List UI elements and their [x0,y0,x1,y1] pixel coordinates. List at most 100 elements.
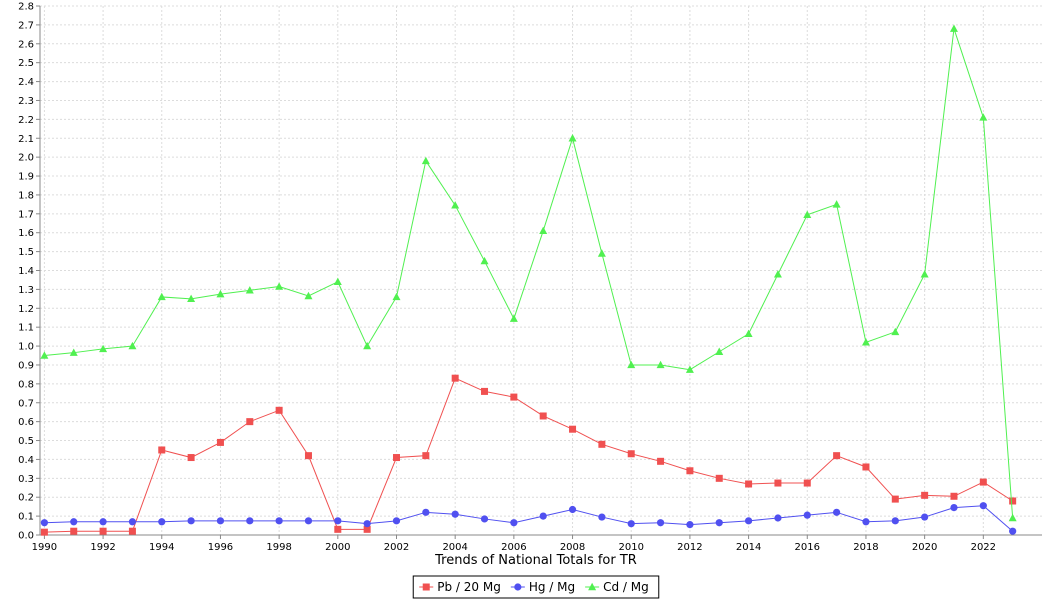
x-tick-label: 2006 [501,542,526,553]
data-point-hg-mg [627,520,635,528]
y-tick-label: 1.2 [18,304,34,315]
data-point-pb-20-mg [422,452,430,460]
data-point-cd-mg [744,329,753,337]
x-tick-label: 2014 [736,542,761,553]
legend-items: Pb / 20 Mg Hg / Mg Cd / Mg [419,580,649,594]
data-point-hg-mg [568,505,577,514]
y-tick-label: 0.4 [18,455,34,466]
data-point-hg-mg [422,508,430,516]
data-point-hg-mg [1009,527,1017,535]
data-point-cd-mg [392,292,401,301]
data-point-cd-mg [509,314,518,322]
data-point-hg-mg [833,508,841,516]
data-point-pb-20-mg [128,527,136,535]
data-point-cd-mg [803,210,812,218]
series-cd-mg [40,24,1017,522]
data-point-hg-mg [70,518,78,526]
y-tick-label: 1.8 [18,190,34,201]
x-tick-label: 1996 [208,542,233,553]
data-point-pb-20-mg [598,440,606,448]
legend-item-pb-20-mg: Pb / 20 Mg [419,580,501,594]
data-point-pb-20-mg [363,525,371,533]
x-tick-label: 1992 [90,542,115,553]
data-point-hg-mg [158,518,166,526]
data-point-cd-mg [421,156,430,165]
y-tick-label: 1.0 [18,342,34,353]
y-tick-label: 0.2 [18,493,34,504]
y-tick-label: 2.1 [18,134,34,145]
data-point-pb-20-mg [187,454,195,462]
x-tick-label: 2004 [442,542,467,553]
y-tick-label: 2.0 [18,153,34,164]
y-tick-label: 1.4 [18,266,34,277]
legend-item-cd-mg: Cd / Mg [585,580,649,594]
data-point-hg-mg [891,517,899,525]
data-point-hg-mg [686,521,694,529]
x-axis-ticks: 1990 1992 1994 1996 1998 2000 2002 2004 2006 2008… [32,535,996,553]
plot-area: 0.0 0.1 0.2 0.3 0.4 0.5 0.6 0.7 0.8 0.9 1.0 1.1 1.2 1… [18,2,1042,553]
y-tick-label: 0.1 [18,512,34,523]
y-tick-label: 1.1 [18,323,34,334]
legend-box [412,575,660,599]
grid [40,5,1042,536]
x-tick-label: 2016 [795,542,820,553]
x-tick-label: 2008 [560,542,585,553]
y-tick-label: 0.6 [18,417,34,428]
data-point-hg-mg [480,515,489,523]
data-point-cd-mg [891,327,900,336]
data-point-pb-20-mg [803,479,811,487]
x-tick-label: 2000 [325,542,350,553]
data-point-pb-20-mg [70,527,78,535]
data-point-pb-20-mg [950,492,958,500]
data-point-cd-mg [1008,513,1017,522]
data-point-pb-20-mg [334,525,342,533]
data-point-hg-mg [275,517,283,525]
data-point-pb-20-mg [569,425,577,433]
series-layer [40,24,1017,536]
data-point-cd-mg [99,344,108,353]
data-point-cd-mg [715,347,724,355]
data-point-cd-mg [157,292,166,301]
series-hg-mg [40,502,1017,535]
data-point-cd-mg [304,291,313,300]
data-point-hg-mg [715,519,723,527]
x-axis-title: Trends of National Totals for TR [434,553,637,568]
data-point-cd-mg [656,360,665,369]
y-tick-label: 0.7 [18,398,34,409]
x-tick-label: 2010 [618,542,643,553]
data-point-cd-mg [333,277,342,286]
data-point-pb-20-mg [451,374,459,382]
data-point-hg-mg [99,518,107,526]
legend: Pb / 20 Mg Hg / Mg Cd / Mg [412,575,660,599]
y-tick-label: 2.5 [18,58,34,69]
data-point-hg-mg [304,517,313,525]
data-point-cd-mg [216,289,225,298]
data-point-hg-mg [539,512,547,520]
data-point-cd-mg [480,256,489,265]
data-point-cd-mg [363,341,372,350]
data-point-pb-20-mg [510,393,518,401]
y-tick-label: 1.5 [18,247,34,258]
legend-marker-cd-mg [588,582,597,591]
data-point-pb-20-mg [657,457,665,465]
x-tick-label: 1998 [266,542,291,553]
y-tick-label: 0.8 [18,379,34,390]
data-point-hg-mg [363,520,371,528]
data-point-cd-mg [128,341,137,350]
data-point-cd-mg [627,360,636,369]
data-point-pb-20-mg [392,454,400,462]
data-point-hg-mg [510,519,518,527]
data-point-hg-mg [950,504,958,512]
data-point-cd-mg [949,24,958,32]
x-tick-label: 2018 [853,542,878,553]
y-tick-label: 2.7 [18,20,34,31]
data-point-pb-20-mg [539,412,547,420]
y-tick-label: 1.6 [18,228,34,239]
data-point-pb-20-mg [745,480,753,488]
x-tick-label: 1994 [149,542,174,553]
data-point-cd-mg [861,338,870,346]
data-point-hg-mg [334,517,342,525]
data-point-cd-mg [979,113,988,121]
data-point-pb-20-mg [158,446,166,454]
y-tick-label: 2.2 [18,115,34,126]
